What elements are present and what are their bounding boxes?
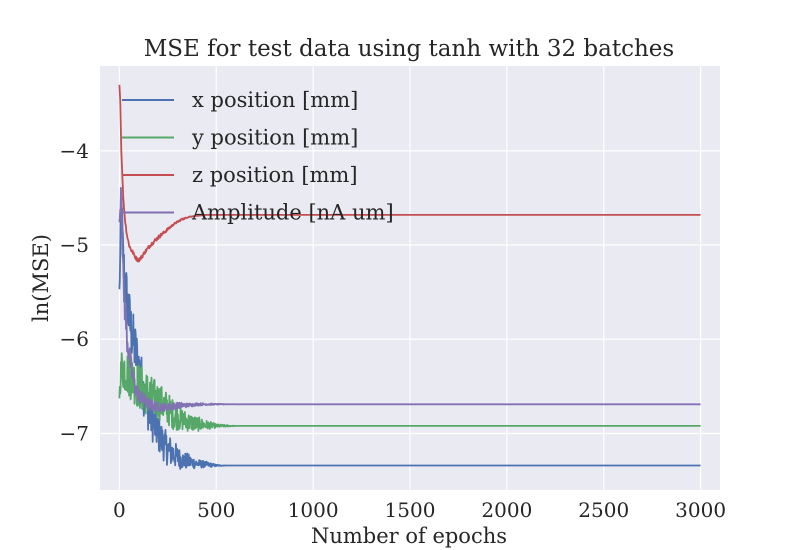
y-tick-label: −7 [60, 421, 89, 445]
series-group [118, 84, 701, 470]
legend-label-amplitude: Amplitude [nA um] [191, 201, 394, 225]
x-tick-label: 2500 [578, 498, 629, 522]
y-tick-label: −6 [60, 327, 89, 351]
x-axis-label: Number of epochs [311, 524, 507, 548]
x-tick-label: 3000 [675, 498, 726, 522]
x-axis: 0 500 1000 1500 2000 2500 3000 [113, 498, 726, 522]
legend: x position [mm] y position [mm] z position… [122, 88, 394, 225]
series-line-y-position [118, 352, 701, 432]
y-axis: −4 −5 −6 −7 [60, 139, 89, 446]
series-line-z-position [118, 84, 701, 263]
grid [100, 66, 720, 490]
x-tick-label: 2000 [481, 498, 532, 522]
y-axis-label: ln(MSE) [29, 234, 53, 322]
x-tick-label: 500 [197, 498, 235, 522]
series-line-amplitude [118, 186, 701, 413]
legend-label-y-position: y position [mm] [191, 126, 358, 150]
y-tick-label: −5 [60, 233, 89, 257]
chart-title: MSE for test data using tanh with 32 bat… [144, 36, 674, 62]
y-tick-label: −4 [60, 139, 89, 163]
x-tick-label: 1000 [288, 498, 339, 522]
legend-label-x-position: x position [mm] [192, 88, 358, 112]
x-tick-label: 0 [113, 498, 126, 522]
legend-label-z-position: z position [mm] [192, 163, 358, 187]
x-tick-label: 1500 [385, 498, 436, 522]
